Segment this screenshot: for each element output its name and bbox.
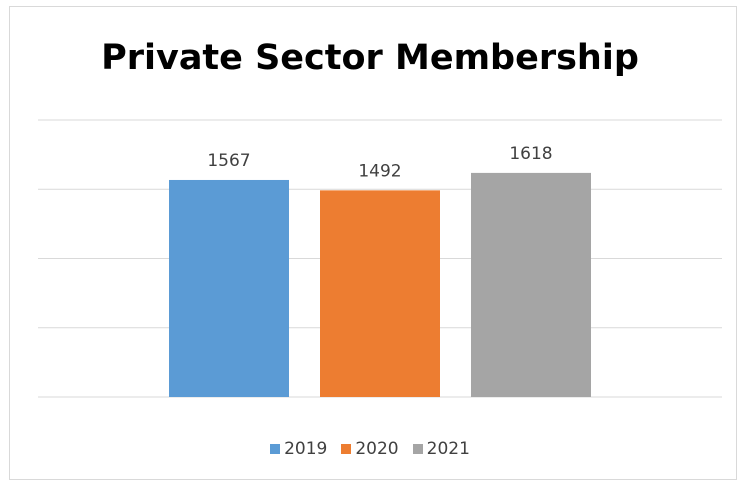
legend-swatch-2019 — [270, 444, 281, 454]
bar-2021 — [471, 172, 591, 397]
legend-swatch-2021 — [412, 444, 423, 454]
legend-item-2021: 2021 — [412, 439, 470, 459]
chart-title: Private Sector Membership — [101, 38, 639, 78]
legend-label-2021: 2021 — [426, 439, 470, 459]
data-label-2021: 1618 — [509, 144, 552, 164]
chart-legend: 2019 2020 2021 — [0, 439, 740, 459]
legend-label-2020: 2020 — [355, 439, 399, 459]
data-label-2020: 1492 — [358, 161, 401, 181]
bar-2019 — [169, 179, 289, 397]
data-label-2019: 1567 — [207, 151, 250, 171]
legend-item-2019: 2019 — [270, 439, 327, 459]
legend-swatch-2020 — [341, 444, 352, 454]
bar-2020 — [320, 190, 440, 397]
legend-label-2019: 2019 — [284, 439, 328, 459]
legend-item-2020: 2020 — [341, 439, 399, 459]
